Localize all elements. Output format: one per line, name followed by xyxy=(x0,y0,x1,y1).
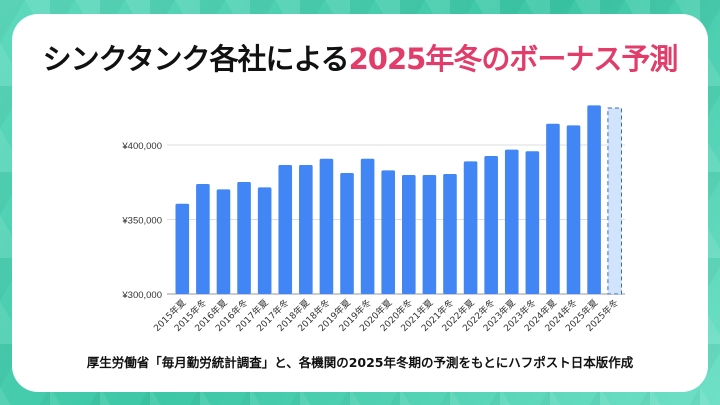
bar xyxy=(299,164,313,294)
title-main: シンクタンク各社による xyxy=(42,42,350,76)
bar xyxy=(319,158,334,294)
bar xyxy=(587,105,601,294)
bar-forecast xyxy=(607,107,622,295)
bar xyxy=(175,203,190,294)
page-title: シンクタンク各社による2025年冬のボーナス予測 xyxy=(0,36,720,78)
bar xyxy=(340,173,354,294)
bar xyxy=(566,125,581,294)
bar xyxy=(216,189,231,294)
y-tick-label: ¥300,000 xyxy=(121,290,162,301)
bar xyxy=(504,149,519,294)
source-note: 厚生労働省「毎月勤労統計調査」と、各機関の2025年冬期の予測をもとにハフポスト… xyxy=(86,355,634,370)
bar xyxy=(546,123,560,295)
y-tick-label: ¥400,000 xyxy=(121,141,162,152)
bar xyxy=(525,151,540,294)
bar xyxy=(237,181,251,294)
bar xyxy=(278,164,293,294)
bar xyxy=(196,184,210,294)
title-accent: 2025年冬のボーナス予測 xyxy=(348,42,679,76)
bar xyxy=(381,170,395,294)
bar xyxy=(257,187,272,294)
bar xyxy=(443,174,457,294)
bar xyxy=(422,174,437,294)
bar xyxy=(484,156,498,294)
bar xyxy=(402,174,416,294)
bar xyxy=(463,161,478,294)
bar xyxy=(360,158,375,294)
y-tick-label: ¥350,000 xyxy=(121,216,162,227)
